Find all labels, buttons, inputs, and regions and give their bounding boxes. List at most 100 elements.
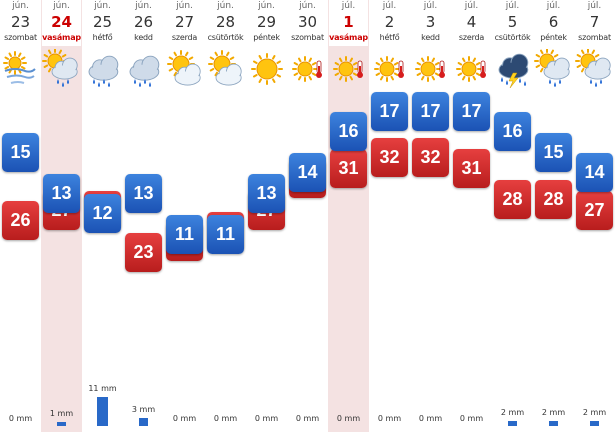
- sun-cloud-icon: [205, 49, 246, 89]
- min-temp-badge: 17: [453, 92, 490, 131]
- precipitation-label: 0 mm: [418, 414, 443, 423]
- weekday-label: szombat: [291, 33, 324, 42]
- day-number: 24: [51, 13, 72, 31]
- forecast-day-column[interactable]: júl. 1 vasámap 31 16 0 mm: [328, 0, 369, 432]
- day-number: 4: [466, 13, 477, 31]
- sun-thermometer-icon: [287, 49, 328, 89]
- min-temp-badge: 17: [412, 92, 449, 131]
- precipitation-label: 3 mm: [131, 405, 156, 415]
- precipitation-bar: [549, 420, 558, 426]
- precipitation-label: 0 mm: [295, 414, 320, 423]
- weekday-label: kedd: [134, 33, 153, 42]
- min-temp-badge: 17: [371, 92, 408, 131]
- max-temp-badge: 23: [125, 233, 162, 272]
- forecast-day-column[interactable]: júl. 7 szombat 27 14 2 mm: [574, 0, 615, 432]
- precipitation-label: 0 mm: [8, 414, 33, 423]
- min-temp-badge: 16: [494, 112, 531, 151]
- day-header: júl. 3 kedd: [411, 0, 450, 46]
- month-label: jún.: [217, 1, 234, 11]
- month-label: jún.: [258, 1, 275, 11]
- day-number: 3: [425, 13, 436, 31]
- weekday-label: szombat: [4, 33, 37, 42]
- day-number: 29: [256, 13, 277, 31]
- month-label: jún.: [176, 1, 193, 11]
- sun-cloud-rain-icon: [574, 49, 615, 89]
- day-number: 1: [343, 13, 354, 31]
- min-temp-badge: 14: [576, 153, 613, 192]
- month-label: júl.: [505, 1, 520, 11]
- month-label: júl.: [546, 1, 561, 11]
- forecast-day-column[interactable]: júl. 4 szerda 31 17 0 mm: [451, 0, 492, 432]
- min-temp-badge: 11: [166, 215, 203, 254]
- max-temp-badge: 26: [2, 201, 39, 240]
- precipitation-label: 0 mm: [377, 414, 402, 423]
- forecast-day-column[interactable]: jún.29péntek27130 mm: [246, 0, 287, 432]
- weekday-label: kedd: [421, 33, 440, 42]
- precipitation-label: 2 mm: [541, 407, 566, 417]
- min-temp-badge: 16: [330, 112, 367, 151]
- rain-cloud-icon: [123, 49, 164, 89]
- sun-thermometer-icon: [328, 49, 369, 89]
- thunderstorm-icon: [492, 49, 533, 89]
- max-temp-badge: 31: [453, 149, 490, 188]
- min-temp-badge: 14: [289, 153, 326, 192]
- precipitation-bar: [97, 397, 108, 426]
- day-number: 28: [215, 13, 236, 31]
- weekday-label: péntek: [540, 33, 567, 42]
- max-temp-badge: 32: [412, 138, 449, 177]
- forecast-day-column[interactable]: jún. 26 kedd 23 13 3 mm: [123, 0, 164, 432]
- precipitation-label: 0 mm: [172, 414, 197, 423]
- day-header: jún. 30 szombat: [288, 0, 327, 46]
- month-label: júl.: [382, 1, 397, 11]
- day-header: júl. 1 vasámap: [329, 0, 368, 46]
- month-label: jún.: [53, 1, 70, 11]
- month-label: júl.: [341, 1, 356, 11]
- forecast-day-column[interactable]: júl. 6 péntek 28 15 2 mm: [533, 0, 574, 432]
- day-header: júl. 4 szerda: [452, 0, 491, 46]
- day-header: jún. 24 vasámap: [42, 0, 81, 46]
- precipitation-label: 0 mm: [254, 414, 279, 423]
- precipitation-bar: [57, 422, 66, 426]
- day-number: 7: [589, 13, 600, 31]
- precipitation-bar: [508, 420, 517, 426]
- sun-thermometer-icon: [410, 49, 451, 89]
- precipitation-label: 1 mm: [49, 409, 74, 418]
- max-temp-badge: 28: [535, 180, 572, 219]
- precipitation-bar: [139, 418, 148, 426]
- forecast-day-column[interactable]: júl. 5 csütörtök 28 16 2 mm: [492, 0, 533, 432]
- forecast-day-column[interactable]: júl. 3 kedd 32 17 0 mm: [410, 0, 451, 432]
- max-temp-badge: 31: [330, 149, 367, 188]
- forecast-day-column[interactable]: jún. 30 szombat 30 14 0 mm: [287, 0, 328, 432]
- sun-wind-icon: [0, 49, 41, 89]
- sun-thermometer-icon: [369, 49, 410, 89]
- day-header: jún. 25 hétfő: [83, 0, 122, 46]
- precipitation-label: 0 mm: [213, 414, 238, 423]
- weekday-label: vasámap: [42, 33, 81, 42]
- forecast-day-column[interactable]: júl. 2 hétfő 32 17 0 mm: [369, 0, 410, 432]
- min-temp-badge: 15: [535, 133, 572, 172]
- day-number: 2: [384, 13, 395, 31]
- rain-cloud-icon: [82, 49, 123, 89]
- month-label: jún.: [299, 1, 316, 11]
- max-temp-badge: 32: [371, 138, 408, 177]
- sun-cloud-rain-icon: [533, 49, 574, 89]
- precipitation-label: 11 mm: [88, 384, 117, 394]
- weekday-label: csütörtök: [207, 33, 244, 42]
- day-header: jún. 23 szombat: [1, 0, 40, 46]
- max-temp-badge: 28: [494, 180, 531, 219]
- precipitation-label: 0 mm: [459, 414, 484, 423]
- month-label: jún.: [12, 1, 29, 11]
- precipitation-label: 0 mm: [336, 414, 361, 423]
- day-header: jún. 29 péntek: [247, 0, 286, 46]
- sun-cloud-rain-icon: [41, 49, 82, 89]
- sun-cloud-icon: [164, 49, 205, 89]
- forecast-day-column[interactable]: jún. 23 szombat 26 15 0 mm: [0, 0, 41, 432]
- precipitation-label: 2 mm: [582, 407, 607, 417]
- precipitation-bar: [590, 420, 599, 426]
- min-temp-badge: 12: [84, 194, 121, 233]
